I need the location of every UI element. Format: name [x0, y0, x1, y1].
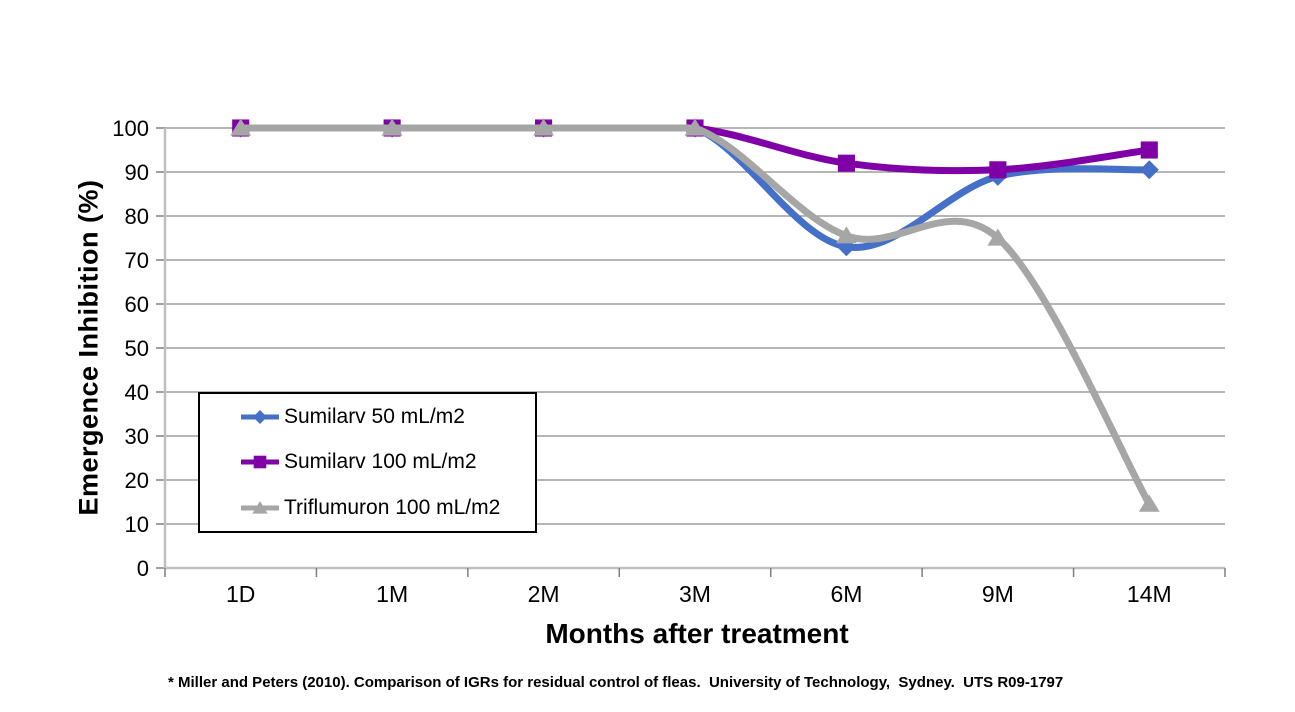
y-tick-label: 10 [125, 512, 149, 537]
legend: Sumilarv 50 mL/m2 Sumilarv 100 mL/m2 Tri… [198, 392, 537, 533]
x-tick-label: 3M [679, 581, 711, 607]
x-tick-label: 1M [376, 581, 408, 607]
data-point-marker-1 [989, 161, 1007, 179]
data-point-marker-2 [381, 118, 403, 136]
x-tick-label: 2M [528, 581, 560, 607]
data-point-marker-1 [1140, 141, 1158, 159]
y-tick-label: 0 [137, 556, 149, 581]
x-tick-label: 1D [226, 581, 255, 607]
data-point-marker-2 [230, 118, 252, 136]
legend-item-sumilarv-100: Sumilarv 100 mL/m2 [240, 450, 535, 474]
data-point-marker-2 [1138, 494, 1160, 512]
data-point-marker-2 [533, 118, 555, 136]
data-point-marker-1 [837, 154, 855, 172]
y-tick-label: 70 [125, 248, 149, 273]
x-tick-label: 9M [982, 581, 1014, 607]
series-line-0 [237, 124, 1153, 251]
legend-item-sumilarv-50: Sumilarv 50 mL/m2 [240, 405, 535, 429]
legend-label: Sumilarv 50 mL/m2 [284, 404, 465, 428]
series-line-2 [237, 124, 1153, 508]
legend-label: Triflumuron 100 mL/m2 [284, 496, 501, 520]
legend-swatch-triangle-icon [241, 501, 279, 514]
footnote-citation: * Miller and Peters (2010). Comparison o… [168, 674, 1064, 691]
y-tick-label: 30 [125, 424, 149, 449]
y-tick-label: 100 [112, 116, 149, 141]
legend-swatch-diamond-icon [241, 409, 279, 424]
y-axis-title: Emergence Inhibition (%) [73, 179, 104, 516]
y-tick-label: 80 [125, 204, 149, 229]
y-tick-label: 50 [125, 336, 149, 361]
data-point-marker-2 [835, 226, 857, 244]
legend-item-triflumuron-100: Triflumuron 100 mL/m2 [240, 496, 535, 520]
legend-swatch-square-icon [241, 456, 279, 469]
data-point-marker-2 [684, 118, 706, 136]
y-tick-label: 40 [125, 380, 149, 405]
x-tick-label: 6M [830, 581, 862, 607]
y-tick-label: 60 [125, 292, 149, 317]
data-point-marker-0 [1139, 160, 1159, 180]
x-tick-label: 14M [1127, 581, 1172, 607]
y-tick-label: 20 [125, 468, 149, 493]
x-axis-title: Months after treatment [545, 618, 849, 649]
y-tick-label: 90 [125, 160, 149, 185]
data-point-marker-2 [987, 228, 1009, 246]
series-line-1 [237, 124, 1153, 175]
legend-label: Sumilarv 100 mL/m2 [284, 450, 477, 474]
